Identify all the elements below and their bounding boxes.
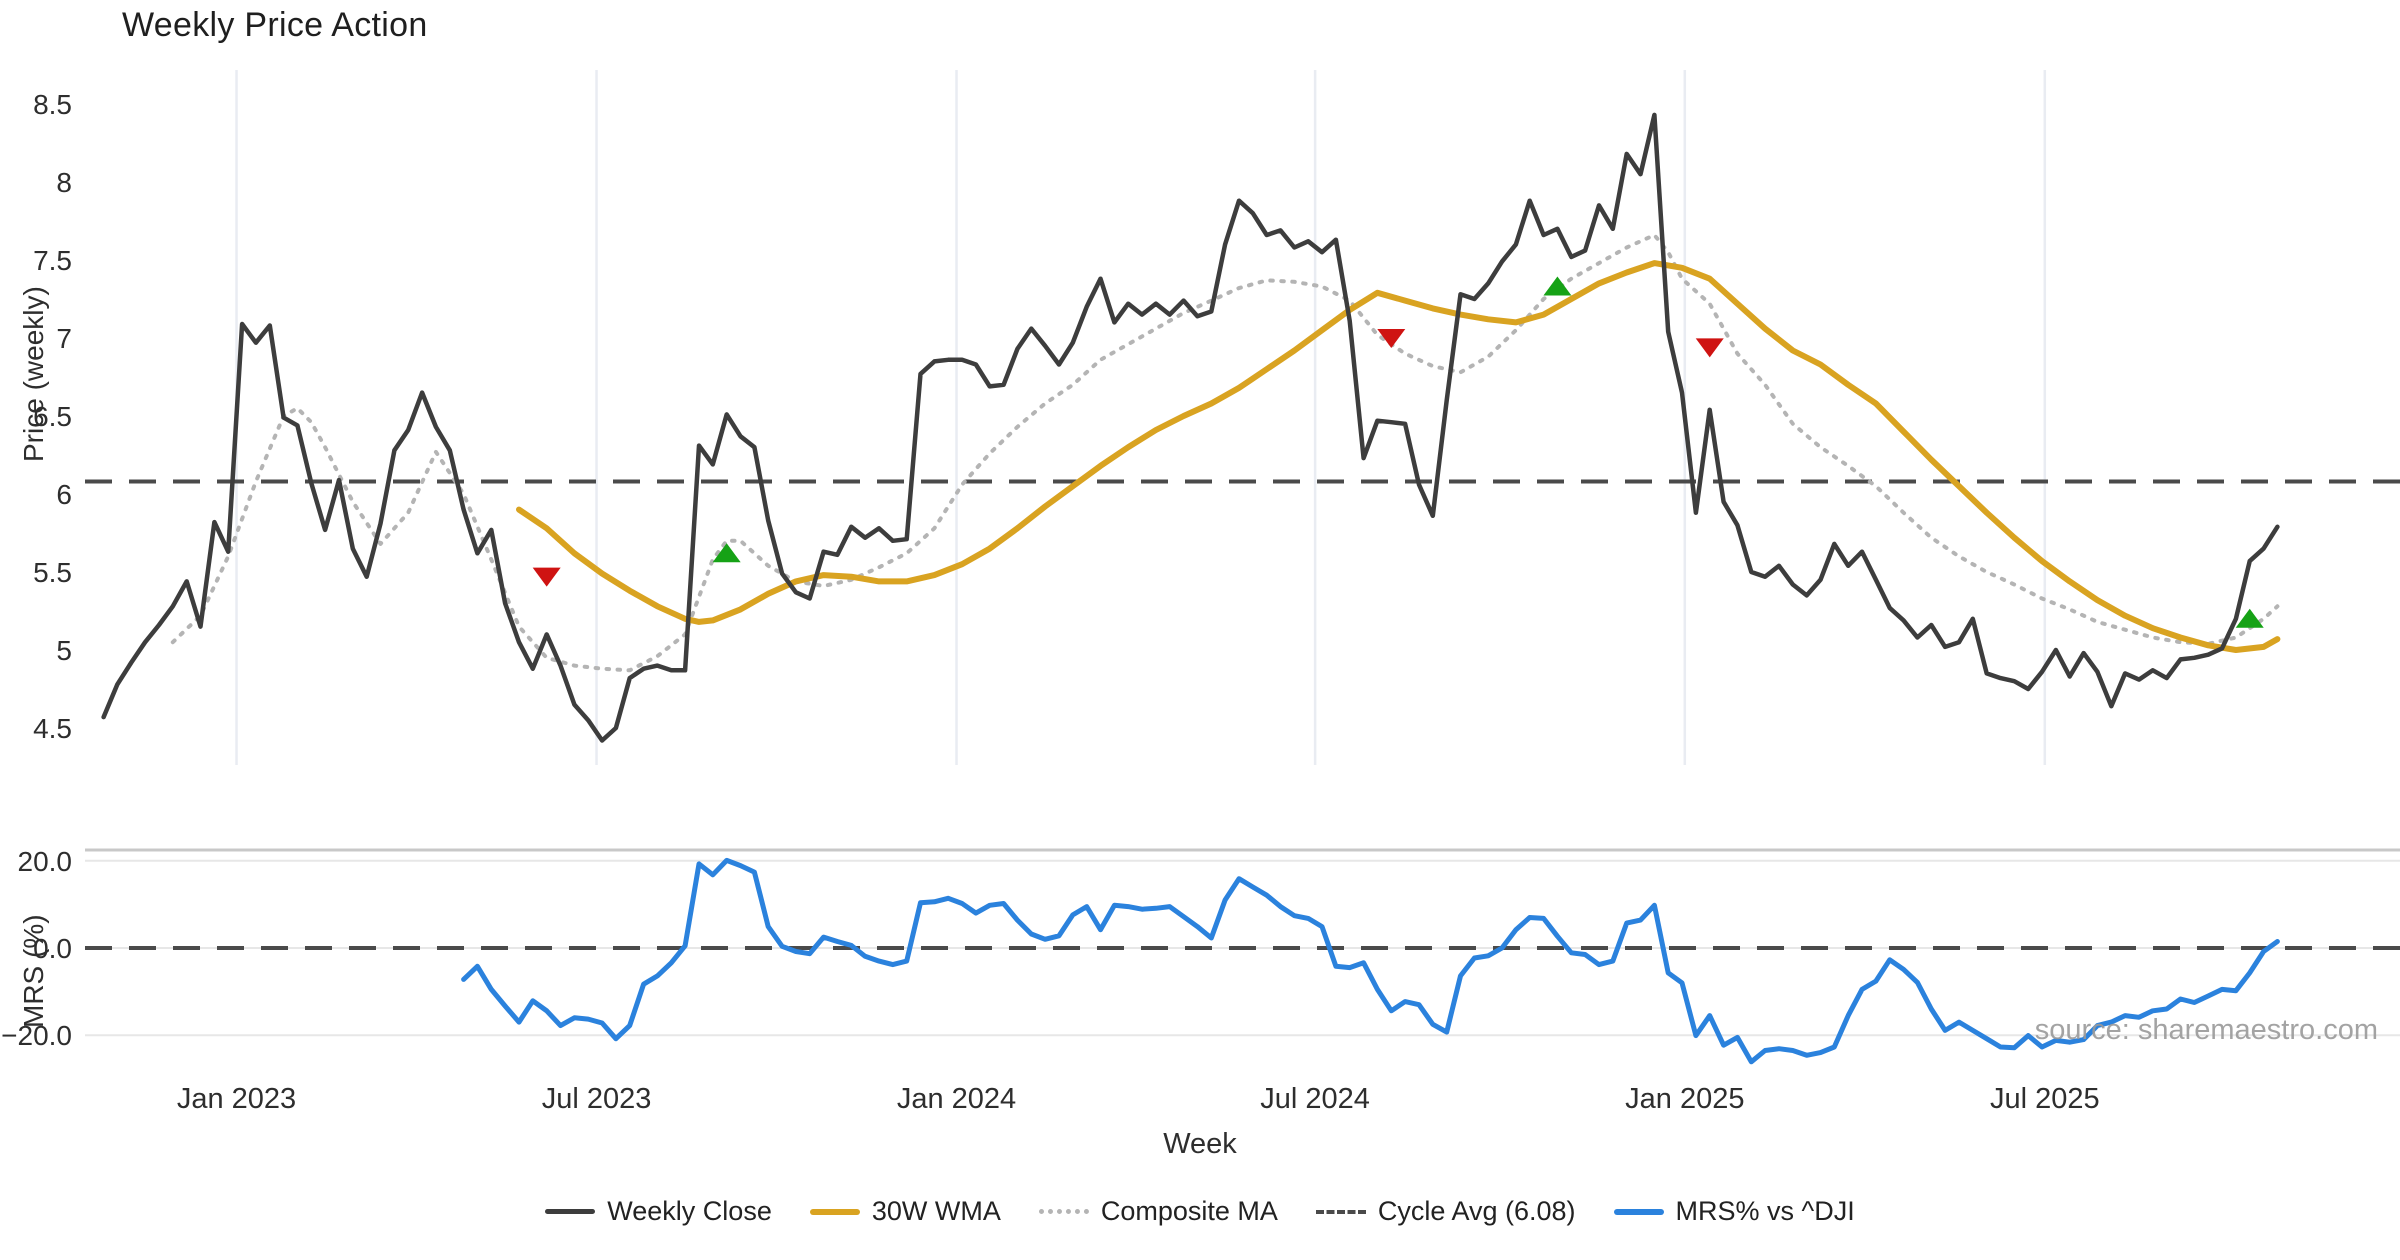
price-ytick-6: 5.5: [33, 557, 72, 588]
legend-label-weekly-close: Weekly Close: [607, 1196, 772, 1226]
month-tick-label-0: Jan 2023: [177, 1083, 296, 1115]
wma-30w-line: [516, 260, 2281, 653]
legend-item-mrs: MRS% vs ^DJI: [1613, 1196, 1855, 1227]
buy-marker-icon-0: [712, 543, 741, 563]
price-ytick-0: 8.5: [33, 89, 72, 120]
legend-item-weekly-close: Weekly Close: [545, 1196, 772, 1227]
mrs-axis-label: MRS (%): [18, 914, 49, 1028]
wma-swatch-icon: [809, 1208, 860, 1215]
weekly-close-line: [101, 112, 2280, 743]
legend-label-wma: 30W WMA: [871, 1196, 1001, 1226]
legend-item-cycle-avg: Cycle Avg (6.08): [1315, 1196, 1576, 1227]
price-axis-label: Price (weekly): [18, 286, 49, 462]
x-axis-label: Week: [1163, 1128, 1237, 1160]
sell-marker-icon-0: [532, 567, 561, 587]
price-ytick-1: 8: [56, 167, 72, 198]
legend: Weekly Close 30W WMA Composite MA Cycle …: [0, 1196, 2400, 1227]
legend-label-mrs: MRS% vs ^DJI: [1675, 1196, 1855, 1226]
price-ytick-4: 6.5: [33, 401, 72, 432]
mrs-ytick-1: 0.0: [33, 933, 72, 964]
price-ytick-2: 7.5: [33, 245, 72, 276]
composite-swatch-icon: [1038, 1209, 1089, 1214]
price-ytick-7: 5: [56, 635, 72, 666]
mrs-swatch-icon: [1613, 1208, 1664, 1215]
weekly-close-swatch-icon: [545, 1209, 596, 1214]
month-tick-label-3: Jul 2024: [1260, 1083, 1370, 1115]
sell-marker-icon-2: [1695, 338, 1724, 358]
price-ytick-8: 4.5: [33, 713, 72, 744]
mrs-ytick-2: −20.0: [1, 1020, 72, 1051]
legend-label-cycle-avg: Cycle Avg (6.08): [1377, 1196, 1576, 1226]
month-tick-label-5: Jul 2025: [1990, 1083, 2100, 1115]
price-ytick-5: 6: [56, 479, 72, 510]
mrs-ytick-0: 20.0: [18, 846, 73, 877]
month-tick-label-4: Jan 2025: [1625, 1083, 1744, 1115]
composite-ma-line: [170, 233, 2280, 673]
month-tick-label-2: Jan 2024: [897, 1083, 1016, 1115]
mrs-line: [461, 857, 2280, 1065]
page-title: Weekly Price Action: [122, 6, 428, 44]
source-watermark: source: sharemaestro.com: [2034, 1014, 2378, 1046]
legend-item-wma: 30W WMA: [809, 1196, 1001, 1227]
price-ytick-3: 7: [56, 323, 72, 354]
buy-marker-icon-1: [1543, 276, 1572, 296]
sell-marker-icon-1: [1377, 329, 1406, 348]
legend-label-composite: Composite MA: [1100, 1196, 1278, 1226]
buy-marker-icon-2: [2235, 608, 2264, 628]
legend-item-composite: Composite MA: [1038, 1196, 1278, 1227]
cycle-avg-swatch-icon: [1315, 1209, 1366, 1214]
month-tick-label-1: Jul 2023: [542, 1083, 652, 1115]
